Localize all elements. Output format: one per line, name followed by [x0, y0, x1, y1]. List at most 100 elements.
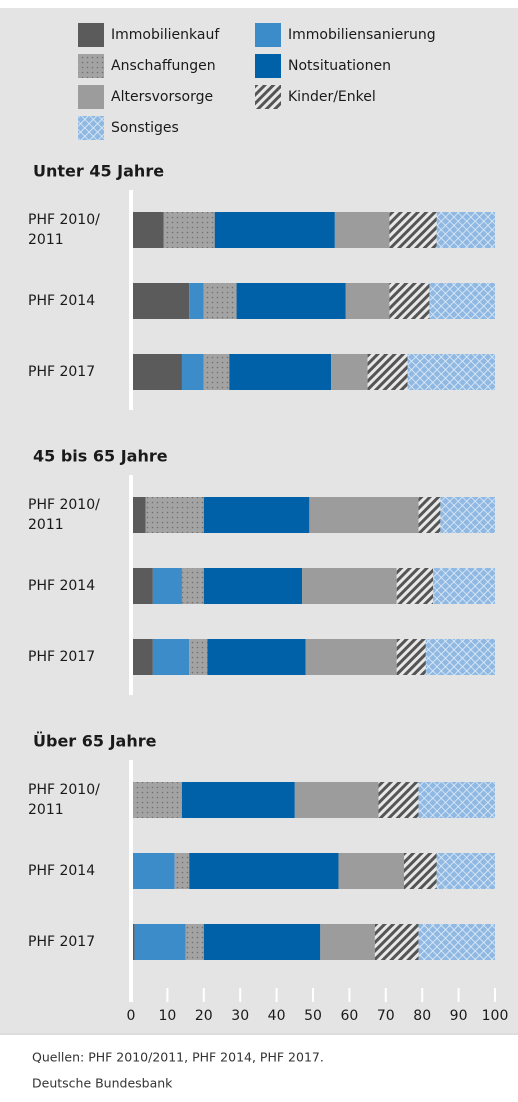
bar-segment: Anschaffungen	[203, 354, 230, 390]
category-label-line: PHF 2010/	[28, 782, 100, 798]
bar-segment: Notsituationen	[189, 853, 339, 889]
legend-swatch	[255, 23, 281, 47]
bar-segment: Altersvorsorge	[331, 354, 368, 390]
category-label-line: PHF 2010/	[28, 497, 100, 513]
bar-segment: Anschaffungen	[185, 924, 204, 960]
bar-segment: Sonstiges	[433, 568, 495, 604]
bar-segment: Kinder/Enkel	[396, 568, 434, 604]
bar-segment: Immobiliensanierung	[131, 853, 175, 889]
bar-segment: Altersvorsorge	[334, 212, 390, 248]
bar-segment: Immobilienkauf	[131, 283, 190, 319]
bar-segment: Altersvorsorge	[294, 782, 379, 818]
legend-label: Notsituationen	[288, 58, 391, 74]
legend-swatch	[255, 54, 281, 78]
category-label: PHF 2014	[28, 293, 95, 309]
x-tick-label: 20	[195, 1008, 213, 1024]
bar-segment: Sonstiges	[418, 782, 495, 818]
category-label: PHF 2010/2011	[28, 497, 100, 533]
bar-segment: Notsituationen	[181, 782, 295, 818]
source-note: Quellen: PHF 2010/2011, PHF 2014, PHF 20…	[32, 1050, 324, 1065]
bar-segment: Immobilienkauf	[131, 568, 153, 604]
category-label-line: 2011	[28, 517, 64, 533]
bar-segment: Notsituationen	[236, 283, 346, 319]
category-label-line: 2011	[28, 232, 64, 248]
x-tick-label: 60	[340, 1008, 358, 1024]
legend-label: Anschaffungen	[111, 58, 216, 74]
bar-segment: Altersvorsorge	[309, 497, 419, 533]
bar-segment: Kinder/Enkel	[374, 924, 419, 960]
legend-label: Immobilienkauf	[111, 27, 220, 43]
legend-swatch	[78, 116, 104, 140]
legend-swatch	[78, 23, 104, 47]
panel-title: 45 bis 65 Jahre	[33, 447, 168, 466]
bar-segment: Kinder/Enkel	[404, 853, 437, 889]
category-label: PHF 2014	[28, 578, 95, 594]
bar-segment: Immobiliensanierung	[181, 354, 204, 390]
bar-segment: Kinder/Enkel	[389, 212, 437, 248]
legend-label: Sonstiges	[111, 120, 179, 136]
bar-segment: Kinder/Enkel	[418, 497, 441, 533]
bar-segment: Anschaffungen	[145, 497, 204, 533]
bar-segment: Sonstiges	[418, 924, 495, 960]
bar-segment: Anschaffungen	[181, 568, 204, 604]
x-tick-label: 90	[450, 1008, 468, 1024]
publisher-note: Deutsche Bundesbank	[32, 1076, 173, 1091]
x-tick-label: 80	[413, 1008, 431, 1024]
category-label-line: PHF 2010/	[28, 212, 100, 228]
legend-label: Altersvorsorge	[111, 89, 213, 105]
x-tick-label: 30	[231, 1008, 249, 1024]
bar-segment: Sonstiges	[440, 497, 495, 533]
bar-segment: Sonstiges	[436, 212, 495, 248]
category-label: PHF 2017	[28, 364, 95, 380]
bar-segment: Sonstiges	[436, 853, 495, 889]
panel-title: Unter 45 Jahre	[33, 162, 164, 181]
legend-swatch	[255, 85, 281, 109]
category-label-line: 2011	[28, 802, 64, 818]
bar-segment: Notsituationen	[214, 212, 335, 248]
category-label: PHF 2017	[28, 649, 95, 665]
bar-segment: Altersvorsorge	[338, 853, 404, 889]
bar-segment: Immobilienkauf	[131, 212, 164, 248]
bar-segment: Notsituationen	[203, 924, 321, 960]
bar-segment: Immobilienkauf	[131, 639, 153, 675]
bar-segment: Immobiliensanierung	[189, 283, 204, 319]
bar-segment: Anschaffungen	[174, 853, 190, 889]
bar-segment: Notsituationen	[207, 639, 306, 675]
bar-segment: Immobiliensanierung	[152, 568, 182, 604]
category-label: PHF 2017	[28, 934, 95, 950]
category-label: PHF 2014	[28, 863, 95, 879]
bar-segment: Altersvorsorge	[345, 283, 390, 319]
x-tick-label: 40	[268, 1008, 286, 1024]
bar-segment: Sonstiges	[429, 283, 495, 319]
panel-title: Über 65 Jahre	[33, 732, 157, 751]
bar-segment: Anschaffungen	[189, 639, 208, 675]
x-tick-label: 50	[304, 1008, 322, 1024]
bar-segment: Immobiliensanierung	[152, 639, 190, 675]
bar-segment: Notsituationen	[229, 354, 332, 390]
x-tick-label: 100	[482, 1008, 509, 1024]
bar-segment: Anschaffungen	[163, 212, 215, 248]
bar-segment: Kinder/Enkel	[389, 283, 430, 319]
bar-segment: Immobilienkauf	[131, 354, 182, 390]
bar-segment: Kinder/Enkel	[378, 782, 419, 818]
bar-segment: Altersvorsorge	[305, 639, 397, 675]
bar-segment: Notsituationen	[203, 568, 303, 604]
bar-segment: Sonstiges	[407, 354, 495, 390]
bar-segment: Anschaffungen	[203, 283, 237, 319]
bar-segment: Kinder/Enkel	[367, 354, 408, 390]
bar-segment: Altersvorsorge	[302, 568, 397, 604]
bar-segment: Immobilienkauf	[131, 497, 146, 533]
category-label: PHF 2010/2011	[28, 782, 100, 818]
x-tick-label: 70	[377, 1008, 395, 1024]
bar-segment: Kinder/Enkel	[396, 639, 426, 675]
bar-segment: Altersvorsorge	[320, 924, 375, 960]
x-tick-label: 10	[158, 1008, 176, 1024]
category-label: PHF 2010/2011	[28, 212, 100, 248]
legend-label: Immobiliensanierung	[288, 27, 436, 43]
bar-segment: Anschaffungen	[131, 782, 182, 818]
bar-segment: Immobiliensanierung	[134, 924, 186, 960]
x-tick-label: 0	[127, 1008, 136, 1024]
legend-label: Kinder/Enkel	[288, 89, 376, 105]
legend-swatch	[78, 85, 104, 109]
